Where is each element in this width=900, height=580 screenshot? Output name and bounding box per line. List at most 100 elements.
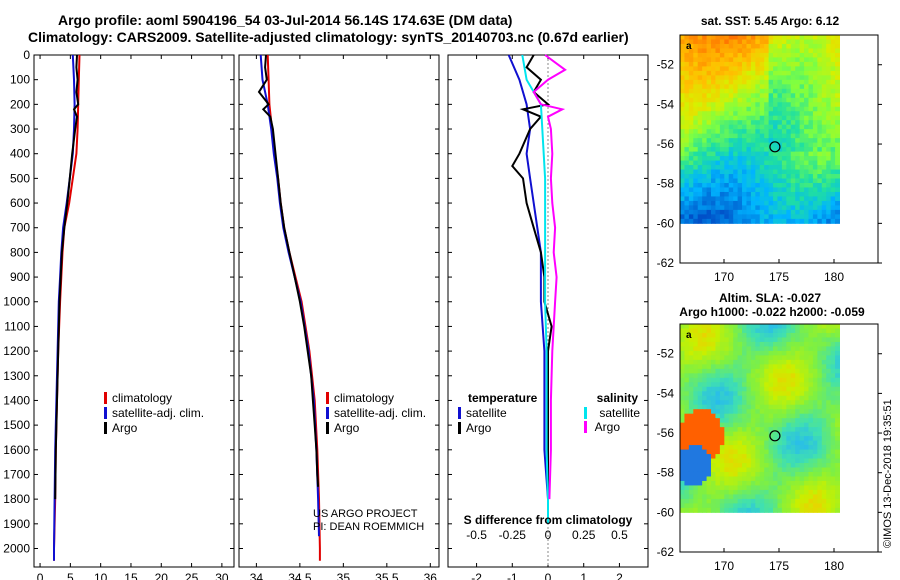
sla-map-cell xyxy=(764,409,770,415)
sst-map-cell xyxy=(768,39,774,45)
sla-map-cell xyxy=(799,440,805,446)
sst-map-cell xyxy=(795,191,801,197)
sla-map-cell xyxy=(728,445,734,451)
sla-map-cell xyxy=(817,368,823,374)
sst-map-cell xyxy=(764,129,770,135)
sst-map-cell xyxy=(786,111,792,117)
sla-map-cell xyxy=(759,418,765,424)
sla-map-cell xyxy=(821,337,827,343)
sst-map-cell xyxy=(755,35,761,40)
sla-map-cell xyxy=(799,368,805,374)
sla-map-cell xyxy=(693,413,699,419)
sst-map-cell xyxy=(781,196,787,202)
sla-map-cell xyxy=(790,324,796,329)
sla-map-cell xyxy=(711,489,716,495)
sla-map-cell xyxy=(786,373,792,379)
sla-map-cell xyxy=(755,337,761,343)
sst-map-cell xyxy=(786,129,792,135)
sla-map-cell xyxy=(812,458,818,464)
sst-map-cell xyxy=(764,75,770,81)
sla-map-cell xyxy=(684,337,690,343)
sla-map-cell xyxy=(804,445,809,451)
sst-map-cell xyxy=(680,151,685,157)
sst-map-cell xyxy=(773,102,778,108)
sst-map-cell xyxy=(799,75,805,81)
sst-map-cell xyxy=(742,43,747,49)
sla-map-cell xyxy=(693,507,699,513)
sla-map-cell xyxy=(826,422,832,428)
sla-map-cell xyxy=(680,498,685,504)
sla-map-cell xyxy=(817,494,823,500)
sla-map-cell xyxy=(706,458,712,464)
sst-map-cell xyxy=(817,93,823,99)
sst-map-cell xyxy=(795,97,801,103)
sla-map-cell xyxy=(746,332,752,338)
sla-map-cell xyxy=(693,440,699,446)
sla-map-cell xyxy=(812,377,818,383)
sla-map-cell xyxy=(777,328,783,334)
sla-map-cell xyxy=(804,386,809,392)
sla-map-cell xyxy=(711,431,716,437)
sst-map-cell xyxy=(773,147,778,153)
sla-map-cell xyxy=(835,355,840,361)
sst-map-cell xyxy=(680,205,685,211)
sst-map-cell xyxy=(728,48,734,54)
sst-map-cell xyxy=(697,35,703,40)
sla-map-cell xyxy=(812,332,818,338)
sla-map-cell xyxy=(697,480,703,486)
sst-map-cell xyxy=(817,187,823,193)
sst-map-cell xyxy=(759,70,765,76)
sst-map-cell xyxy=(746,124,752,130)
sst-map-cell xyxy=(821,169,827,175)
sst-map-cell xyxy=(790,88,796,94)
sla-map-cell xyxy=(781,341,787,347)
sst-map-cell xyxy=(804,61,809,67)
sst-map-cell xyxy=(826,70,832,76)
depth-tick-label: 1000 xyxy=(3,295,30,309)
sla-map-cell xyxy=(742,368,747,374)
sla-map-cell xyxy=(830,328,836,334)
sla-map-cell xyxy=(711,359,716,365)
sla-map-cell xyxy=(821,485,827,491)
sst-map-cell xyxy=(746,84,752,90)
sla-map-cell xyxy=(684,427,690,433)
sla-map-cell xyxy=(777,458,783,464)
sst-map-cell xyxy=(835,174,840,179)
sst-map-cell xyxy=(821,97,827,103)
sla-map-cell xyxy=(768,395,774,401)
sla-map-cell xyxy=(719,489,725,495)
sst-map-cell xyxy=(817,196,823,202)
sla-map-cell xyxy=(688,449,694,455)
sla-map-cell xyxy=(804,471,809,477)
sst-map-cell xyxy=(755,196,761,202)
sst-map-cell xyxy=(684,205,690,211)
sst-map-cell xyxy=(759,115,765,121)
sla-map-cell xyxy=(706,480,712,486)
sla-map-cell xyxy=(764,489,770,495)
sla-map-cell xyxy=(781,454,787,460)
sla-map-cell xyxy=(697,440,703,446)
sst-map-cell xyxy=(764,174,770,179)
sla-map-cell xyxy=(719,422,725,428)
sst-map-cell xyxy=(795,75,801,81)
sst-map-cell xyxy=(835,209,840,215)
sst-map-cell xyxy=(759,124,765,130)
sla-map-cell xyxy=(724,471,730,477)
sla-map-cell xyxy=(724,364,730,370)
sst-map-cell xyxy=(795,106,801,112)
sla-map-cell xyxy=(742,489,747,495)
sla-map-cell xyxy=(764,350,770,356)
sst-map-cell xyxy=(826,57,832,63)
sst-map-cell xyxy=(688,115,694,121)
legend-label: Argo xyxy=(334,421,360,435)
sst-map-cell xyxy=(750,52,756,58)
sst-map-cell xyxy=(750,178,756,184)
sla-map-cell xyxy=(826,404,832,410)
sst-map-cell xyxy=(680,165,685,171)
sla-map-cell xyxy=(680,476,685,482)
sla-map-cell xyxy=(790,355,796,361)
sla-map-cell xyxy=(755,400,761,406)
sla-map-cell xyxy=(795,355,801,361)
sst-map-cell xyxy=(804,66,809,72)
sla-map-cell xyxy=(680,364,685,370)
